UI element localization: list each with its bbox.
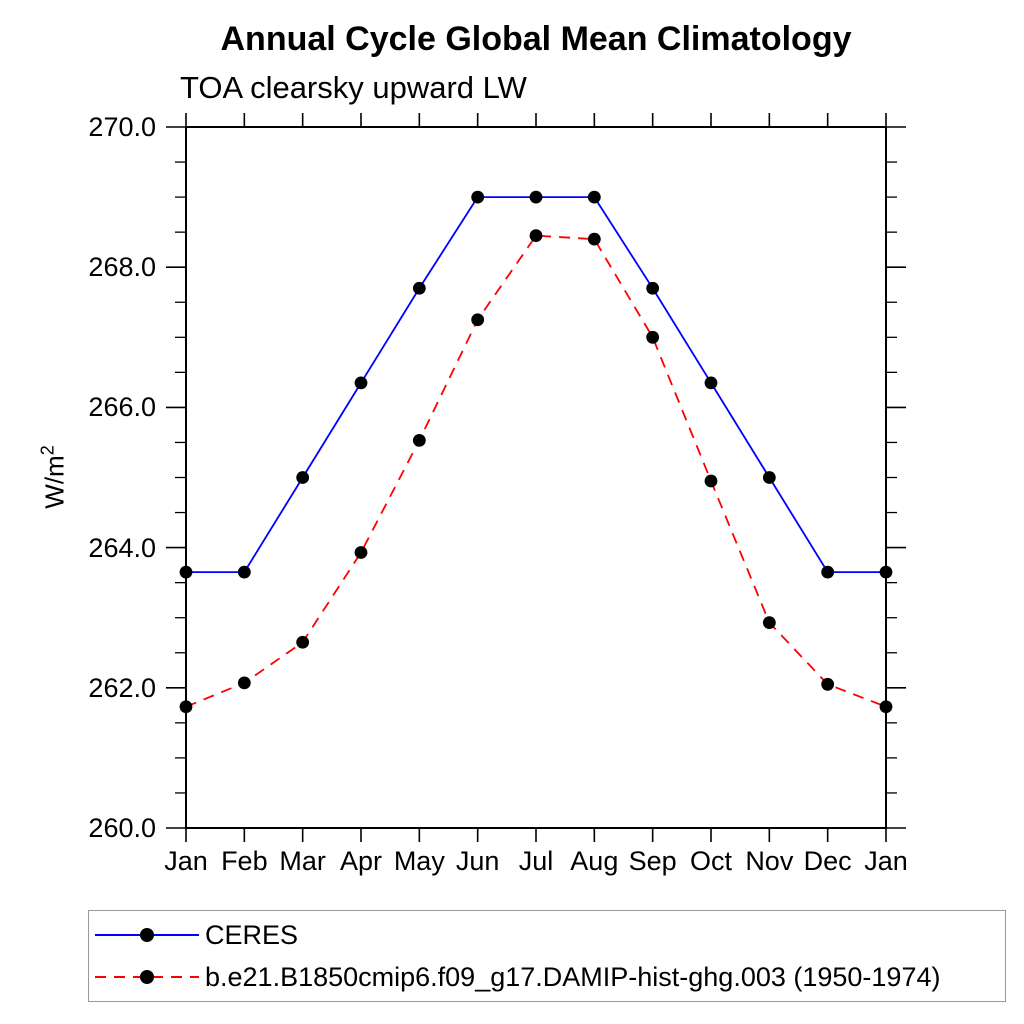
data-point-marker-s1 — [879, 700, 893, 714]
data-point-marker-s1 — [296, 635, 310, 649]
data-point-marker-s0 — [529, 190, 543, 204]
x-tick-label: Jan — [164, 846, 208, 876]
data-point-marker-s1 — [412, 433, 426, 447]
data-point-marker-s0 — [412, 281, 426, 295]
x-tick-label: Apr — [339, 846, 383, 876]
data-point-marker-s0 — [821, 565, 835, 579]
x-tick-label: May — [393, 846, 445, 876]
legend-line-sample-ceres — [95, 928, 199, 942]
data-point-marker-s0 — [879, 565, 893, 579]
y-tick-label: 262.0 — [88, 672, 156, 703]
data-point-marker-s1 — [587, 232, 601, 246]
x-tick-label: Jul — [518, 846, 554, 876]
y-tick-label: 266.0 — [88, 392, 156, 423]
x-tick-label: Aug — [570, 846, 619, 876]
legend-entry-ceres: CERES — [89, 914, 1005, 956]
x-tick-label: Nov — [745, 846, 794, 876]
x-tick-label: Mar — [279, 846, 326, 876]
legend: CERES b.e21.B1850cmip6.f09_g17.DAMIP-his… — [88, 910, 1006, 1002]
data-point-marker-s0 — [587, 190, 601, 204]
data-point-marker-s0 — [471, 190, 485, 204]
x-tick-label: Feb — [221, 846, 268, 876]
series-line-0 — [186, 196, 886, 574]
x-tick-label: Sep — [628, 846, 677, 876]
data-point-marker-s0 — [237, 565, 251, 579]
legend-label-ceres: CERES — [205, 919, 299, 950]
legend-label-model: b.e21.B1850cmip6.f09_g17.DAMIP-hist-ghg.… — [205, 961, 941, 992]
data-point-marker-s0 — [354, 376, 368, 390]
y-tick-label: 268.0 — [88, 252, 156, 283]
data-point-marker-s1 — [704, 474, 718, 488]
legend-line-sample-model — [95, 970, 199, 984]
chart-title: Annual Cycle Global Mean Climatology — [220, 20, 852, 58]
y-tick-label: 264.0 — [88, 532, 156, 563]
x-tick-label: Jan — [864, 846, 908, 876]
data-point-marker-s1 — [821, 677, 835, 691]
chart-subtitle: TOA clearsky upward LW — [180, 70, 527, 105]
data-point-marker-s1 — [237, 676, 251, 690]
data-point-marker-s1 — [529, 229, 543, 243]
x-tick-label: Oct — [689, 846, 732, 876]
data-point-marker-s0 — [704, 376, 718, 390]
y-tick-label: 260.0 — [88, 813, 156, 843]
data-point-marker-s1 — [762, 616, 776, 630]
data-point-marker-s1 — [179, 700, 193, 714]
series-line-1 — [185, 234, 887, 708]
data-point-marker-s1 — [354, 546, 368, 559]
x-tick-label: Jun — [455, 846, 500, 876]
y-tick-label: 270.0 — [88, 112, 156, 142]
data-point-marker-s0 — [762, 471, 776, 484]
data-point-marker-s1 — [646, 330, 660, 344]
legend-entry-model: b.e21.B1850cmip6.f09_g17.DAMIP-hist-ghg.… — [89, 956, 1005, 998]
data-point-marker-s0 — [179, 565, 193, 579]
data-point-marker-s0 — [646, 281, 660, 295]
data-point-marker-s1 — [471, 313, 485, 327]
data-point-marker-s0 — [296, 471, 310, 484]
x-tick-label: Dec — [803, 846, 852, 876]
